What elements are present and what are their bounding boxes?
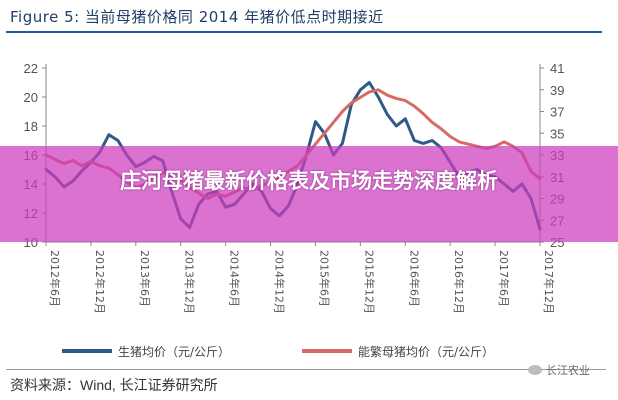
wechat-icon — [528, 365, 542, 375]
x-tick-label: 2014年6月 — [228, 250, 242, 307]
watermark: 长江农业 — [528, 362, 590, 378]
y-tick-label-right: 39 — [550, 83, 564, 98]
x-tick-label: 2017年6月 — [497, 250, 511, 307]
x-tick-label: 2014年12月 — [273, 250, 287, 314]
y-tick-label-right: 41 — [550, 61, 564, 76]
source-note: 资料来源：Wind, 长江证券研究所 — [10, 377, 218, 393]
x-tick-label: 2017年12月 — [542, 250, 556, 314]
x-tick-label: 2013年12月 — [183, 250, 197, 314]
y-tick-label-left: 18 — [24, 119, 38, 134]
x-tick-label: 2015年6月 — [317, 250, 331, 307]
x-tick-label: 2016年12月 — [452, 250, 466, 314]
footer-rule — [6, 369, 606, 370]
legend-label: 能繁母猪均价（元/公斤） — [358, 344, 494, 359]
x-tick-label: 2012年6月 — [48, 250, 62, 307]
x-tick-label: 2013年6月 — [138, 250, 152, 307]
watermark-text: 长江农业 — [546, 364, 590, 377]
y-tick-label-right: 35 — [550, 126, 564, 141]
x-tick-label: 2012年12月 — [93, 250, 107, 314]
banner-title: 庄河母猪最新价格表及市场走势深度解析 — [120, 169, 498, 193]
x-tick-label: 2015年12月 — [362, 250, 376, 314]
y-tick-label-left: 20 — [24, 90, 38, 105]
legend-label: 生猪均价（元/公斤） — [118, 345, 230, 359]
y-tick-label-right: 37 — [550, 105, 564, 120]
overlay-banner — [0, 146, 618, 242]
figure-title: Figure 5: 当前母猪价格同 2014 年猪价低点时期接近 — [10, 8, 384, 26]
y-tick-label-left: 22 — [24, 61, 38, 76]
title-rule — [6, 31, 602, 33]
x-tick-label: 2016年6月 — [407, 250, 421, 307]
